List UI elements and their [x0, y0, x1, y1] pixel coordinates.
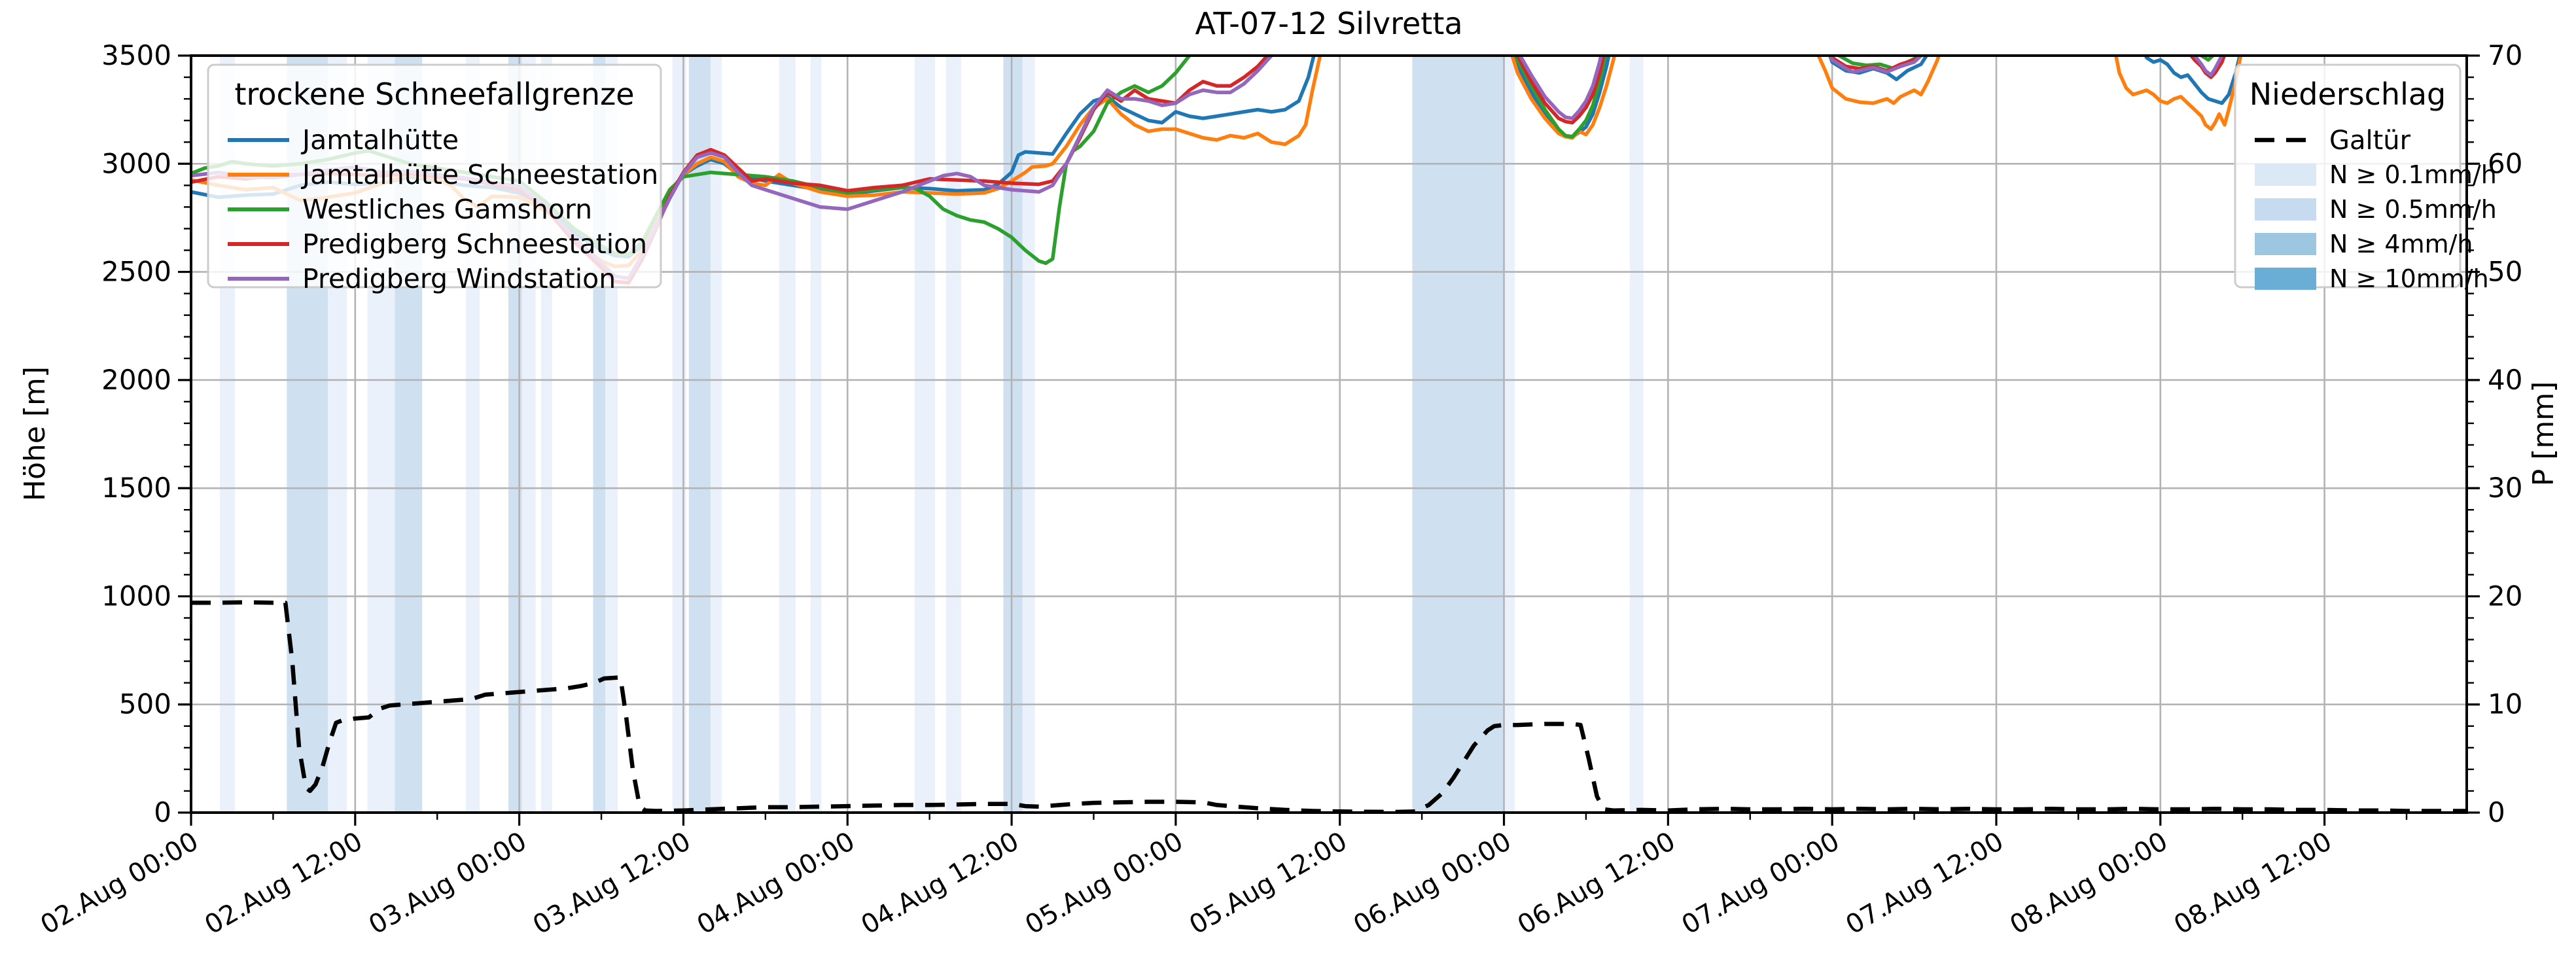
legend-band-swatch	[2255, 268, 2316, 290]
y-left-tick-label: 500	[119, 688, 171, 720]
y-left-tick-label: 1000	[101, 580, 171, 612]
y-left-tick-label: 0	[154, 796, 171, 828]
y-right-tick-label: 10	[2488, 688, 2522, 720]
y-left-tick-label: 1500	[101, 472, 171, 504]
x-tick-label: 02.Aug 00:00	[35, 826, 203, 941]
plot-border	[190, 54, 2468, 814]
y-right-tick-label: 30	[2488, 472, 2522, 504]
legend-entry-label: Jamtalhütte Schneestation	[300, 159, 658, 190]
x-tick-label: 05.Aug 12:00	[1184, 826, 1352, 941]
x-tick-label: 06.Aug 00:00	[1349, 826, 1517, 941]
x-tick-label: 02.Aug 12:00	[200, 826, 368, 941]
chart-title: AT-07-12 Silvretta	[1195, 6, 1462, 41]
precip-band-ge_0p1	[945, 56, 961, 813]
legend-entry-label: N ≥ 0.5mm/h	[2329, 195, 2497, 224]
y-left-tick-label: 2000	[101, 364, 171, 396]
legend-precip-title: Niederschlag	[2250, 77, 2446, 112]
legend-precipitation: Niederschlag Galtür N ≥ 0.1mm/h N ≥ 0.5mm/h…	[2234, 63, 2497, 293]
y-right-tick-label: 40	[2488, 364, 2522, 396]
legend-band-swatch	[2255, 198, 2316, 220]
legend-entry-label: N ≥ 4mm/h	[2329, 230, 2473, 258]
legend-entry-label: Predigberg Schneestation	[302, 228, 647, 260]
legend-band-swatch	[2255, 233, 2316, 255]
legend-precip-box	[2234, 63, 2461, 289]
x-tick-label: 07.Aug 00:00	[1677, 826, 1845, 941]
y-axis-left-label: Höhe [m]	[18, 366, 52, 501]
precip-band-ge_0p5	[1412, 56, 1504, 813]
x-tick-label: 06.Aug 12:00	[1513, 826, 1681, 941]
y-left-tick-label: 2500	[101, 256, 171, 288]
galtur-precip-line	[191, 600, 2467, 813]
legend-entry-label: Predigberg Windstation	[302, 263, 616, 294]
legend-entry-label: N ≥ 0.1mm/h	[2329, 160, 2497, 189]
legend-entry-label: Jamtalhütte	[300, 124, 459, 156]
y-left-tick-label: 3000	[101, 147, 171, 179]
precip-band-ge_0p1	[810, 56, 822, 813]
precip-band-ge_0p1	[1629, 56, 1644, 813]
legend-snowfall-limit: trockene Schneefallgrenze JamtalhütteJamt…	[207, 63, 662, 294]
precip-band-ge_0p5	[688, 56, 711, 813]
legend-entry-label: Galtür	[2329, 126, 2411, 156]
x-tick-label: 08.Aug 12:00	[2169, 826, 2337, 941]
x-tick-label: 08.Aug 00:00	[2005, 826, 2173, 941]
legend-entry-label: N ≥ 10mm/h	[2329, 264, 2489, 293]
precip-band-ge_0p1	[1022, 56, 1035, 813]
galtur-precip-line-layer	[191, 600, 2467, 813]
y-right-tick-label: 50	[2488, 256, 2522, 288]
precip-band-ge_0p1	[914, 56, 936, 813]
legend-entry-label: Westliches Gamshorn	[302, 194, 592, 225]
y-right-tick-label: 60	[2488, 147, 2522, 179]
precip-band-ge_0p1	[711, 56, 722, 813]
y-left-tick-label: 3500	[101, 39, 171, 71]
y-right-tick-label: 70	[2488, 39, 2522, 71]
x-tick-label: 03.Aug 00:00	[364, 826, 532, 941]
legend-snowfall-title: trockene Schneefallgrenze	[234, 77, 634, 112]
x-tick-label: 07.Aug 12:00	[1841, 826, 2009, 941]
y-axis-right-label: P [mm]	[2527, 381, 2560, 487]
y-right-tick-label: 0	[2488, 796, 2505, 828]
precip-band-ge_0p1	[1504, 56, 1515, 813]
x-tick-label: 04.Aug 00:00	[692, 826, 860, 941]
precip-band-ge_0p1	[779, 56, 796, 813]
x-tick-label: 05.Aug 00:00	[1020, 826, 1188, 941]
legend-band-swatch	[2255, 164, 2316, 186]
legend-snowfall-box	[207, 63, 662, 289]
y-right-tick-label: 20	[2488, 580, 2522, 612]
x-tick-label: 04.Aug 12:00	[856, 826, 1025, 941]
x-tick-label: 03.Aug 12:00	[528, 826, 696, 941]
